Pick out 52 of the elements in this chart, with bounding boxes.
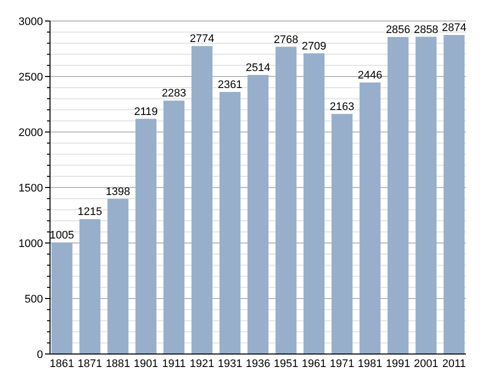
x-tick-label: 2001 (414, 358, 438, 370)
data-label: 2361 (218, 78, 242, 91)
x-tick-label: 1861 (50, 358, 74, 370)
x-tick-label: 1871 (78, 358, 102, 370)
data-label: 2858 (414, 24, 438, 36)
bar (360, 82, 381, 354)
x-tick-label: 2011 (442, 358, 466, 370)
x-tick-label: 1931 (218, 358, 242, 370)
bar (388, 36, 409, 354)
bar (163, 100, 184, 354)
data-label: 2709 (302, 40, 326, 52)
bar (247, 74, 269, 354)
x-tick-label: 1936 (246, 358, 270, 370)
data-label: 2119 (134, 106, 158, 118)
bar (416, 36, 437, 354)
y-tick-label: 2500 (18, 71, 43, 84)
bar (276, 46, 297, 354)
data-label: 1398 (106, 186, 130, 198)
bar (79, 219, 100, 354)
x-tick-label: 1991 (386, 358, 410, 370)
bar (219, 92, 240, 354)
data-label: 2283 (162, 88, 186, 100)
y-tick-label: 1500 (18, 182, 43, 194)
bar (332, 114, 353, 354)
bar (191, 46, 212, 354)
data-label: 2446 (358, 69, 382, 82)
data-label: 1215 (78, 206, 102, 218)
x-tick-label: 1921 (190, 358, 214, 370)
data-label: 2768 (274, 34, 298, 46)
x-tick-label: 1981 (358, 358, 382, 370)
x-tick-label: 1961 (302, 358, 326, 370)
bar (304, 53, 325, 354)
x-tick-label: 1881 (106, 358, 130, 370)
y-tick-label: 0 (36, 348, 43, 361)
x-tick-label: 1901 (134, 358, 158, 370)
x-tick-label: 1951 (274, 358, 298, 370)
x-tick-label: 1911 (162, 358, 186, 370)
y-tick-label: 500 (24, 293, 43, 306)
y-tick-label: 3000 (18, 16, 43, 28)
data-label: 2514 (246, 62, 270, 74)
x-tick-label: 1971 (330, 358, 354, 370)
data-label: 2874 (442, 22, 466, 34)
data-label: 1005 (50, 229, 74, 242)
y-tick-label: 1000 (18, 238, 43, 250)
bar (444, 34, 465, 354)
data-label: 2774 (190, 33, 214, 46)
data-label: 2163 (330, 100, 354, 113)
y-tick-label: 2000 (18, 126, 43, 139)
data-label: 2856 (386, 24, 410, 36)
bar (51, 242, 72, 354)
bar (135, 118, 156, 354)
bar (107, 198, 128, 354)
